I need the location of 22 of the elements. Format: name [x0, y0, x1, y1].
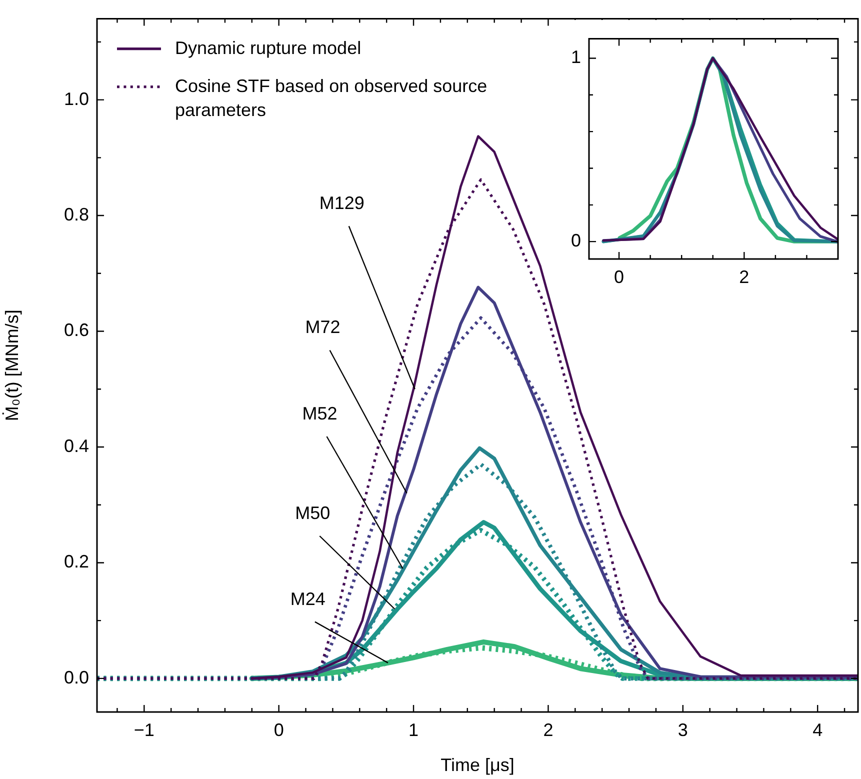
annotation: M72	[305, 317, 340, 338]
x-tick-label: 2	[739, 266, 750, 287]
legend-label: Dynamic rupture model	[175, 38, 362, 58]
y-axis-title: Ṁ₀(t) [MNm/s]	[2, 310, 22, 422]
legend-label: Cosine STF based on observed source parameters	[175, 76, 488, 120]
x-tick-label: 1	[408, 720, 419, 740]
annotation: M129	[319, 193, 364, 214]
x-tick-label: 2	[543, 720, 554, 740]
y-tick-label: 0.6	[64, 320, 89, 340]
annotation: M50	[295, 502, 330, 523]
y-tick-label: 1.0	[64, 88, 89, 109]
y-tick-label: 0.0	[64, 667, 89, 688]
y-tick-label: 0.8	[64, 204, 89, 225]
x-axis-title: Time [μs]	[440, 755, 514, 776]
x-tick-label: 4	[812, 720, 823, 740]
y-tick-label: 0.4	[64, 436, 89, 456]
x-tick-label: 0	[274, 720, 284, 740]
x-tick-label: 3	[678, 720, 688, 740]
annotation: M52	[302, 403, 338, 424]
annotation: M24	[290, 588, 326, 609]
x-tick-label: −1	[134, 720, 154, 740]
y-tick-label: 0.2	[64, 552, 89, 572]
